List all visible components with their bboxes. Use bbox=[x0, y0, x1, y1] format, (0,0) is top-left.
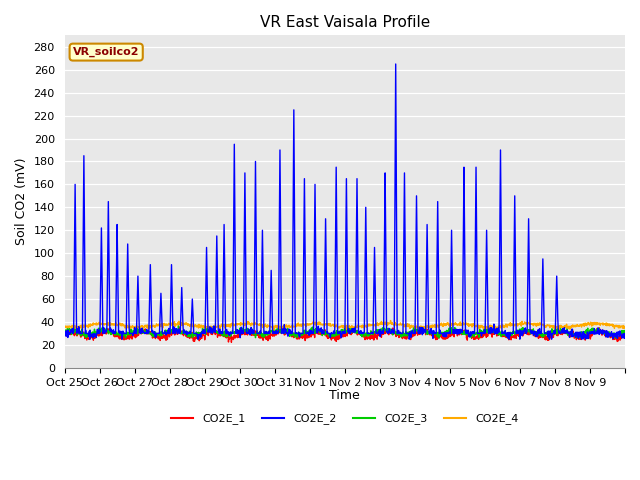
CO2E_2 bbox=[560, 326, 568, 332]
CO2E_2 bbox=[86, 336, 93, 342]
CO2E_2 bbox=[320, 331, 328, 336]
CO2E_2 bbox=[330, 331, 338, 336]
CO2E_4 bbox=[621, 324, 629, 330]
CO2E_4 bbox=[560, 325, 568, 331]
CO2E_1 bbox=[320, 332, 328, 337]
CO2E_2 bbox=[392, 61, 399, 67]
CO2E_3 bbox=[148, 332, 156, 338]
CO2E_3 bbox=[320, 331, 328, 336]
X-axis label: Time: Time bbox=[330, 389, 360, 402]
CO2E_4 bbox=[270, 327, 278, 333]
CO2E_2 bbox=[614, 331, 622, 336]
CO2E_2 bbox=[148, 327, 156, 333]
CO2E_4 bbox=[148, 324, 156, 329]
Line: CO2E_3: CO2E_3 bbox=[65, 326, 625, 338]
CO2E_4 bbox=[330, 322, 338, 327]
Title: VR East Vaisala Profile: VR East Vaisala Profile bbox=[260, 15, 430, 30]
CO2E_3 bbox=[61, 328, 68, 334]
CO2E_1 bbox=[61, 329, 68, 335]
CO2E_1 bbox=[621, 330, 629, 336]
CO2E_3 bbox=[175, 323, 182, 329]
Line: CO2E_1: CO2E_1 bbox=[65, 327, 625, 342]
CO2E_1 bbox=[331, 334, 339, 340]
Line: CO2E_2: CO2E_2 bbox=[65, 64, 625, 339]
CO2E_1 bbox=[614, 338, 622, 344]
Line: CO2E_4: CO2E_4 bbox=[65, 321, 625, 330]
CO2E_1 bbox=[228, 339, 236, 345]
CO2E_3 bbox=[477, 327, 485, 333]
CO2E_4 bbox=[477, 324, 485, 330]
CO2E_3 bbox=[621, 328, 629, 334]
CO2E_3 bbox=[612, 336, 620, 341]
CO2E_2 bbox=[61, 333, 68, 338]
CO2E_4 bbox=[614, 325, 622, 331]
CO2E_3 bbox=[614, 330, 622, 336]
Legend: CO2E_1, CO2E_2, CO2E_3, CO2E_4: CO2E_1, CO2E_2, CO2E_3, CO2E_4 bbox=[166, 409, 523, 429]
CO2E_4 bbox=[387, 318, 394, 324]
CO2E_2 bbox=[621, 332, 629, 337]
CO2E_3 bbox=[330, 334, 338, 339]
CO2E_4 bbox=[320, 322, 328, 328]
Text: VR_soilco2: VR_soilco2 bbox=[73, 47, 140, 57]
CO2E_1 bbox=[148, 332, 156, 338]
CO2E_1 bbox=[560, 327, 568, 333]
CO2E_1 bbox=[477, 332, 485, 337]
CO2E_3 bbox=[559, 328, 567, 334]
CO2E_2 bbox=[477, 333, 485, 339]
CO2E_4 bbox=[61, 324, 68, 330]
CO2E_1 bbox=[176, 324, 184, 330]
Y-axis label: Soil CO2 (mV): Soil CO2 (mV) bbox=[15, 158, 28, 245]
